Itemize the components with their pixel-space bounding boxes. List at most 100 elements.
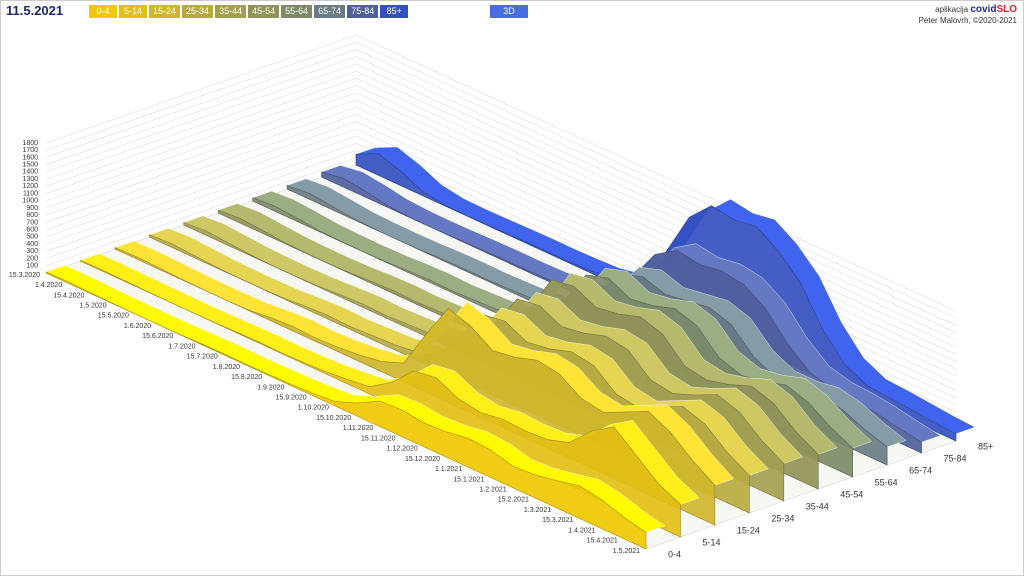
age-label: 35-44 <box>806 501 829 511</box>
grid-line <box>45 63 357 173</box>
grid-line <box>45 99 357 209</box>
x-tick-label: 1.1.2021 <box>435 466 462 473</box>
chart-title: 11.5.2021 <box>6 3 64 18</box>
grid-line <box>355 56 957 333</box>
x-tick-label: 15.1.2021 <box>453 476 484 483</box>
x-tick-label: 1.11.2020 <box>343 425 374 432</box>
grid-line <box>355 41 957 319</box>
x-tick-label: 1.9.2020 <box>257 384 284 391</box>
legend-button[interactable]: 85+ <box>380 5 409 18</box>
x-tick-label: 15.6.2020 <box>142 333 173 340</box>
x-tick-label: 15.10.2020 <box>316 415 351 422</box>
y-tick-label: 1400 <box>22 169 38 176</box>
x-tick-label: 1.10.2020 <box>298 405 329 412</box>
age-label: 45-54 <box>840 489 863 499</box>
x-tick-label: 1.5.2020 <box>79 303 106 310</box>
grid-line <box>355 78 957 355</box>
age-label: 0-4 <box>668 549 681 559</box>
legend: 0-4 5-14 15-24 25-34 35-44 45-54 55-64 65-74 75-… <box>89 5 409 18</box>
y-tick-label: 800 <box>26 212 38 219</box>
y-tick-label: 400 <box>26 241 38 248</box>
x-tick-label: 15.12.2020 <box>405 456 440 463</box>
x-tick-label: 1.4.2020 <box>35 282 62 289</box>
y-tick-label: 1300 <box>22 176 38 183</box>
x-tick-label: 15.9.2020 <box>276 395 307 402</box>
legend-button[interactable]: 25-34 <box>182 5 214 18</box>
author: Peter Malovrh, ©2020-2021 <box>918 16 1017 25</box>
x-tick-label: 15.8.2020 <box>231 374 262 381</box>
grid-line <box>45 85 357 194</box>
grid-line <box>355 99 957 377</box>
age-label: 65-74 <box>909 465 932 475</box>
age-label: 15-24 <box>737 525 760 535</box>
grid-line <box>45 143 357 252</box>
x-tick-label: 1.6.2020 <box>124 323 151 330</box>
age-label: 55-64 <box>875 477 898 487</box>
grid-line <box>45 49 357 158</box>
y-tick-label: 1800 <box>22 140 38 147</box>
x-tick-label: 1.12.2020 <box>387 446 418 453</box>
x-tick-label: 1.4.2021 <box>568 527 595 534</box>
legend-button[interactable]: 65-74 <box>314 5 346 18</box>
grid-line <box>355 106 957 384</box>
age-label: 75-84 <box>944 453 967 463</box>
y-tick-label: 1600 <box>22 154 38 161</box>
grid-line <box>45 135 357 245</box>
y-tick-label: 500 <box>26 234 38 241</box>
grid-line <box>355 85 957 362</box>
x-tick-label: 1.5.2021 <box>613 548 640 555</box>
age-label: 5-14 <box>702 537 720 547</box>
view-button[interactable]: 3D <box>490 5 528 18</box>
legend-button[interactable]: 45-54 <box>248 5 280 18</box>
grid-line <box>45 34 357 144</box>
x-tick-label: 15.3.2021 <box>542 517 573 524</box>
grid-line <box>45 114 357 223</box>
x-tick-label: 1.3.2021 <box>524 507 551 514</box>
ribbon <box>45 271 647 550</box>
legend-button[interactable]: 5-14 <box>119 5 147 18</box>
legend-button[interactable]: 35-44 <box>215 5 247 18</box>
y-tick-label: 1200 <box>22 183 38 190</box>
grid-line <box>355 92 957 370</box>
grid-line <box>45 56 357 165</box>
x-tick-label: 15.11.2020 <box>361 435 396 442</box>
grid-line <box>45 78 357 187</box>
y-tick-label: 600 <box>26 227 38 234</box>
legend-button[interactable]: 55-64 <box>281 5 313 18</box>
grid-line <box>355 34 957 312</box>
x-tick-label: 15.3.2020 <box>9 272 40 279</box>
grid-line <box>45 121 357 230</box>
grid-line <box>45 128 357 238</box>
grid-line <box>45 92 357 202</box>
y-tick-label: 300 <box>26 248 38 255</box>
app-name-b: SLO <box>996 4 1017 15</box>
y-tick-label: 1000 <box>22 198 38 205</box>
grid-line <box>355 49 957 326</box>
x-tick-label: 1.7.2020 <box>168 343 195 350</box>
y-tick-label: 200 <box>26 255 38 262</box>
legend-button[interactable]: 75-84 <box>347 5 379 18</box>
legend-button[interactable]: 15-24 <box>149 5 181 18</box>
legend-button[interactable]: 0-4 <box>89 5 117 18</box>
x-tick-label: 15.5.2020 <box>98 313 129 320</box>
brand: aplikacija covidSLO Peter Malovrh, ©2020… <box>919 4 1017 26</box>
y-tick-label: 700 <box>26 219 38 226</box>
app-name: covidSLO <box>970 4 1017 15</box>
y-tick-label: 1100 <box>23 190 38 197</box>
x-tick-label: 15.7.2020 <box>187 354 218 361</box>
y-tick-label: 1700 <box>22 147 38 154</box>
grid-line <box>45 150 357 259</box>
age-label: 25-34 <box>771 513 794 523</box>
grid-line <box>45 41 357 151</box>
x-tick-label: 15.4.2020 <box>53 292 84 299</box>
grid-line <box>45 70 357 180</box>
y-tick-label: 1500 <box>22 162 38 169</box>
grid-line <box>355 114 957 391</box>
x-tick-label: 1.2.2021 <box>479 487 506 494</box>
grid-line <box>45 157 357 267</box>
y-tick-label: 900 <box>26 205 38 212</box>
app-prefix: aplikacija <box>935 5 969 14</box>
app-name-a: covid <box>970 4 997 15</box>
